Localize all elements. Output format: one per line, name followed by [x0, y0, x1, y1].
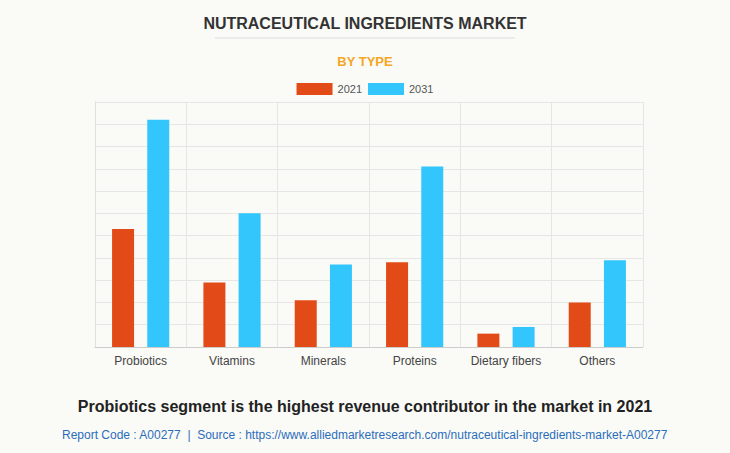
svg-text:Vitamins: Vitamins	[209, 354, 255, 368]
svg-text:NUTRACEUTICAL INGREDIENTS MARK: NUTRACEUTICAL INGREDIENTS MARKET	[203, 15, 526, 32]
svg-text:2031: 2031	[409, 83, 433, 95]
svg-text:Minerals: Minerals	[301, 354, 346, 368]
svg-text:Others: Others	[579, 354, 615, 368]
svg-text:Proteins: Proteins	[393, 354, 437, 368]
svg-text:Probiotics: Probiotics	[114, 354, 167, 368]
svg-text:Report Code : A00277 | Sourc: Report Code : A00277 | Source : https://…	[62, 428, 668, 442]
svg-text:Probiotics segment is the high: Probiotics segment is the highest revenu…	[78, 398, 652, 415]
svg-text:Dietary fibers: Dietary fibers	[471, 354, 542, 368]
svg-text:2021: 2021	[338, 83, 362, 95]
svg-text:BY TYPE: BY TYPE	[337, 54, 393, 69]
